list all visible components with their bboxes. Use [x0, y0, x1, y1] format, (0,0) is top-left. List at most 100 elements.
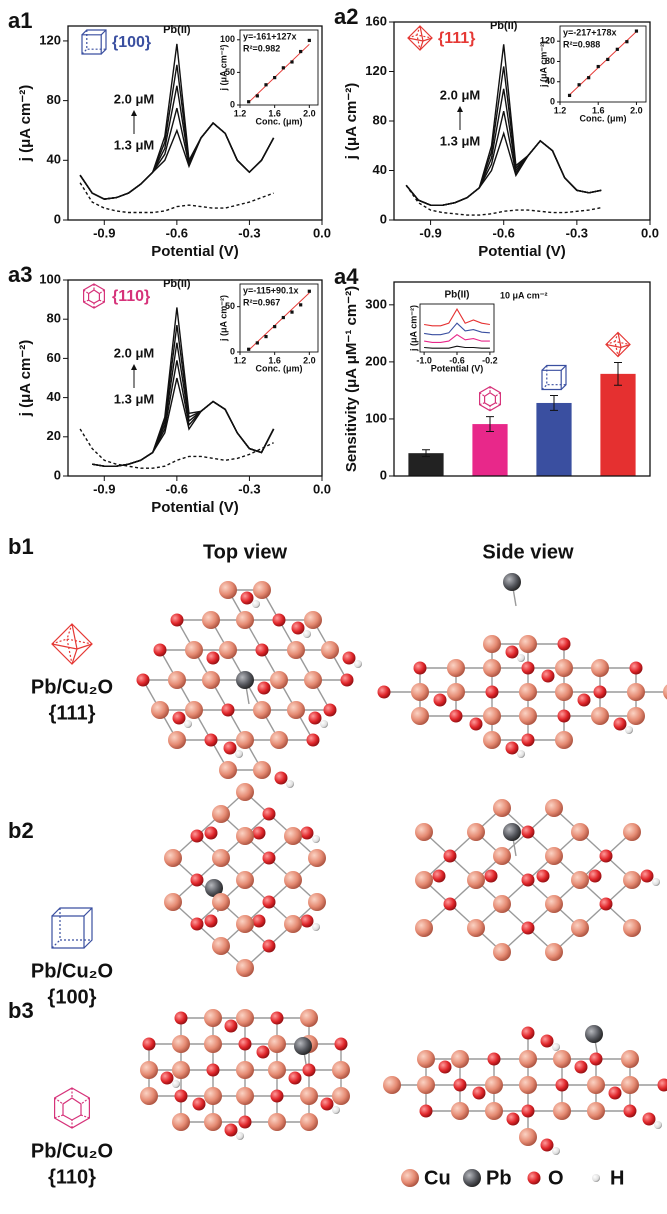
x-axis-label: Conc. (μm)	[255, 116, 302, 126]
x-tick-label: 0.0	[313, 482, 331, 497]
atom	[312, 835, 320, 843]
atom	[236, 611, 254, 629]
x-tick-label: 1.6	[268, 356, 281, 366]
point	[307, 289, 311, 293]
atom	[540, 1138, 554, 1152]
icon-edge	[66, 623, 73, 665]
y-tick-label: 200	[365, 353, 387, 368]
plot-frame	[393, 281, 651, 477]
atom	[168, 731, 186, 749]
atom	[172, 1035, 190, 1053]
atom	[323, 703, 337, 717]
atom	[212, 937, 230, 955]
atom	[288, 1071, 302, 1085]
low-label: 1.3 μM	[114, 391, 154, 406]
atom	[472, 1086, 486, 1100]
high-label: 2.0 μM	[114, 91, 154, 106]
icon-edge	[51, 638, 93, 645]
x-tick-label: -0.3	[238, 482, 260, 497]
icon-edge	[546, 365, 566, 386]
atom	[433, 693, 447, 707]
icon-edge	[81, 48, 88, 55]
icon-edge	[54, 1097, 64, 1105]
atom	[172, 711, 186, 725]
atom	[236, 731, 254, 749]
icon-edge	[51, 939, 61, 949]
atom	[592, 1174, 600, 1182]
x-tick-label: -0.9	[93, 226, 115, 241]
x-tick-label: 2.0	[303, 356, 316, 366]
atom	[236, 827, 254, 845]
atom	[219, 641, 237, 659]
scale-label: 10 μA cm⁻²	[500, 290, 547, 300]
atom	[463, 1169, 481, 1187]
icon-edge	[51, 643, 93, 650]
point	[290, 310, 294, 314]
atom	[268, 1113, 286, 1131]
atom	[571, 823, 589, 841]
structure	[377, 573, 667, 758]
atom	[302, 1063, 316, 1077]
y-tick-label: 80	[47, 92, 61, 107]
atom	[284, 827, 302, 845]
atom	[320, 720, 328, 728]
atom	[663, 684, 667, 700]
atom	[221, 703, 235, 717]
icon-edge	[614, 332, 619, 357]
y-tick-label: 120	[365, 63, 387, 78]
atom	[574, 1060, 588, 1074]
x-tick-label: 1.6	[268, 109, 281, 119]
atom	[287, 641, 305, 659]
atom	[377, 685, 391, 699]
panel-label: a1	[8, 8, 32, 33]
low-label: 1.3 μM	[440, 133, 480, 148]
atom	[204, 826, 218, 840]
arrow-head	[131, 110, 137, 116]
atom	[262, 807, 276, 821]
atom	[270, 731, 288, 749]
atom	[521, 825, 535, 839]
atom	[621, 1076, 639, 1094]
curve	[424, 322, 490, 336]
atom	[483, 635, 501, 653]
atom	[236, 1132, 244, 1140]
y-axis-label: j (μA cm⁻²)	[218, 45, 228, 92]
atom	[642, 1112, 656, 1126]
atom	[467, 823, 485, 841]
atom	[224, 1019, 238, 1033]
atom	[545, 895, 563, 913]
y-axis-label: j (μA cm⁻²)	[17, 85, 34, 163]
atom	[599, 897, 613, 911]
point	[281, 66, 285, 70]
peak-label: Pb(II)	[490, 20, 518, 32]
atom	[332, 1106, 340, 1114]
atom	[483, 659, 501, 677]
atom	[204, 1009, 222, 1027]
x-tick-label: -0.6	[166, 226, 188, 241]
icon-edge	[53, 1087, 91, 1129]
atom	[555, 683, 573, 701]
atom	[540, 1034, 554, 1048]
peak-label: Pb(II)	[445, 290, 470, 301]
row-label: b3	[8, 998, 34, 1023]
atom	[613, 717, 627, 731]
icon-edge	[62, 1097, 82, 1121]
point	[273, 76, 277, 80]
atom	[571, 871, 589, 889]
atom	[469, 717, 483, 731]
arrow-head	[131, 364, 137, 370]
y-axis-label: j (μA cm⁻²)	[218, 295, 228, 342]
icon-edge	[479, 392, 485, 397]
atom	[521, 921, 535, 935]
atom	[340, 673, 354, 687]
atom	[170, 613, 184, 627]
facet: {100}	[48, 986, 97, 1008]
fit-line	[248, 43, 310, 103]
bar	[472, 424, 508, 476]
facet-icon	[479, 386, 501, 412]
facet-icon	[51, 623, 93, 665]
atom	[300, 826, 314, 840]
point	[290, 60, 294, 64]
y-tick-label: 50	[225, 301, 235, 311]
icon-edge	[99, 289, 105, 295]
